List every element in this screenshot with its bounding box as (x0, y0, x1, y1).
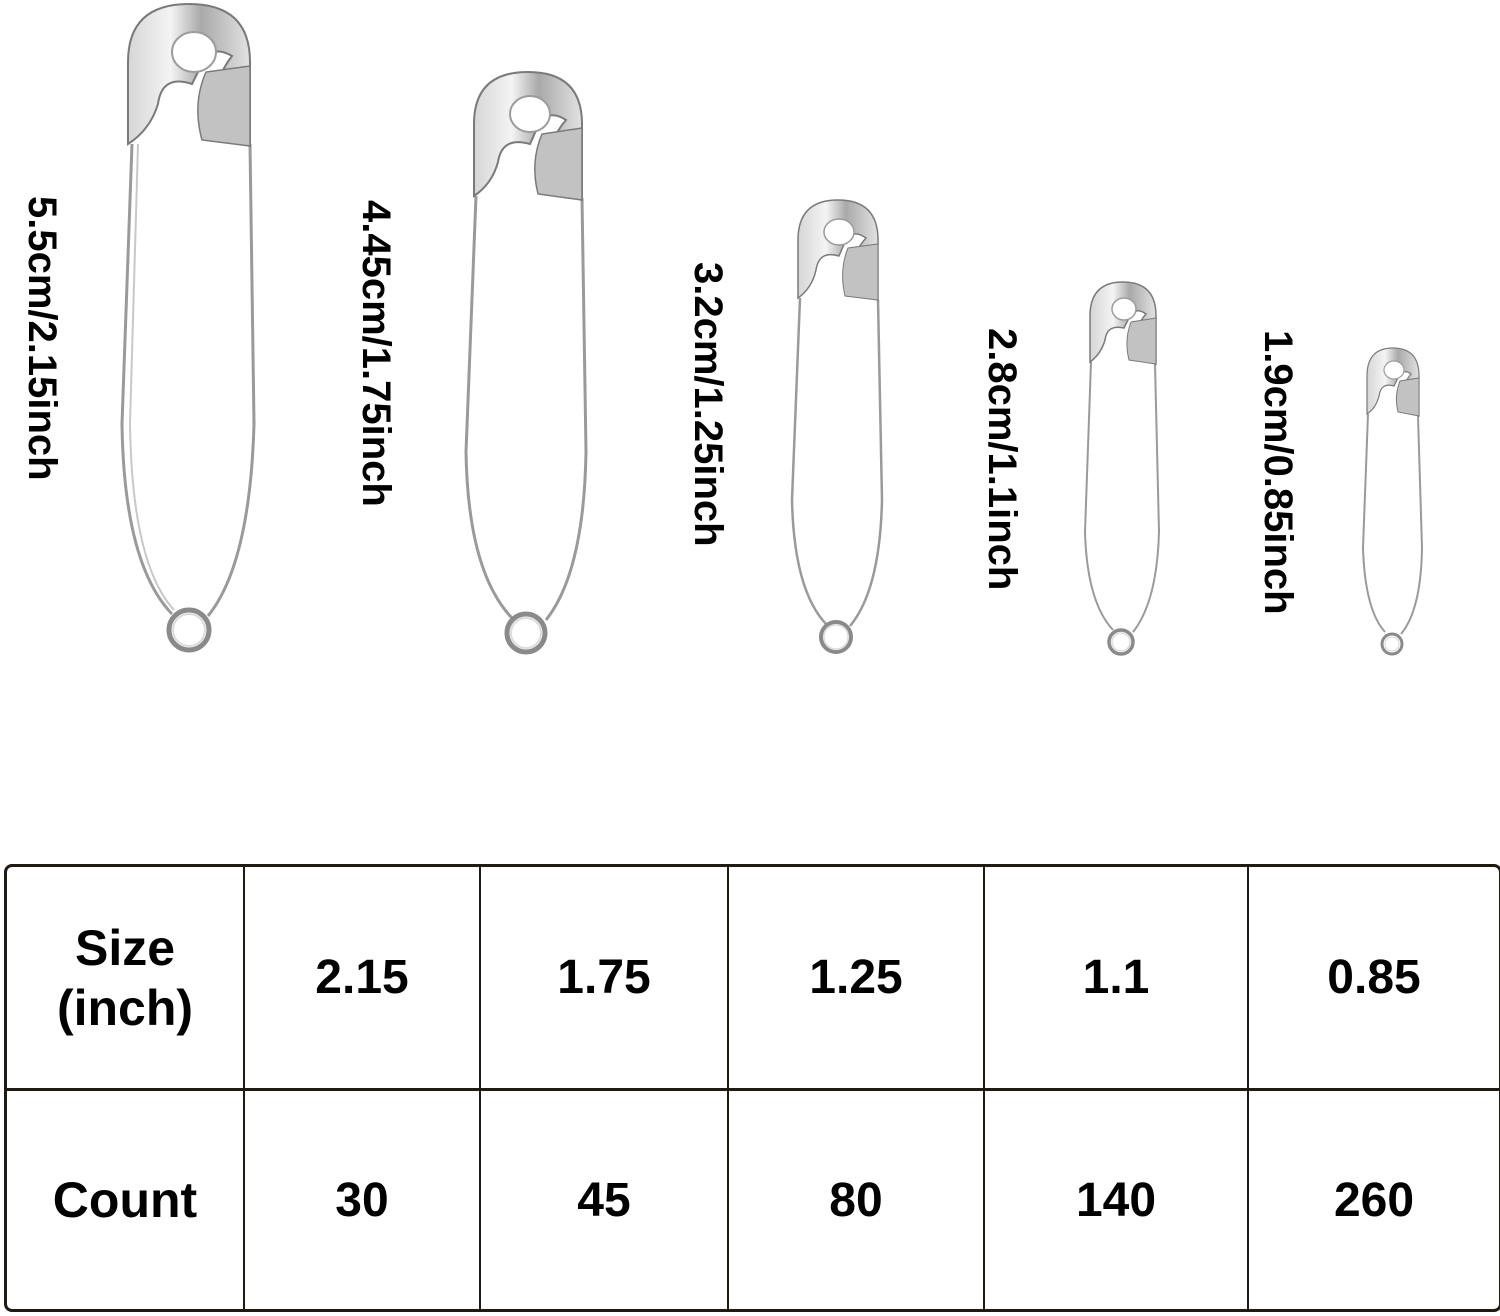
count-cell: 45 (481, 1091, 729, 1309)
table-row-size: Size (inch) 2.15 1.75 1.25 1.1 0.85 (7, 867, 1499, 1091)
safety-pin-icon-5 (1361, 347, 1424, 656)
size-header-line1: Size (74, 919, 176, 976)
count-cell: 260 (1333, 1173, 1415, 1227)
size-cell: 2.15 (245, 867, 481, 1091)
count-cell: 80 (729, 1091, 985, 1309)
row-header-count: Count (7, 1091, 245, 1309)
size-cell: 0.85 (1249, 867, 1499, 1091)
size-count-table: Size (inch) 2.15 1.75 1.25 1.1 0.85 Coun… (4, 864, 1500, 1312)
size-cell: 1.25 (729, 867, 985, 1091)
pin-size-label-3: 3.2cm/1.25inch (686, 262, 730, 547)
count-cell: 140 (985, 1091, 1249, 1309)
pin-size-label-1: 5.5cm/2.15inch (20, 196, 64, 481)
pin-size-label-2: 4.45cm/1.75inch (354, 200, 398, 507)
safety-pin-icon-1 (120, 2, 256, 653)
pin-size-label-5: 1.9cm/0.85inch (1256, 330, 1300, 615)
safety-pin-icon-4 (1083, 281, 1161, 656)
safety-pin-icon-3 (790, 199, 884, 654)
pin-size-label-4: 2.8cm/1.1inch (980, 328, 1024, 591)
size-header-line2: (inch) (56, 979, 194, 1036)
table-row-count: Count 30 45 80 140 260 (7, 1091, 1499, 1309)
count-cell: 30 (245, 1091, 481, 1309)
row-header-size: Size (inch) (7, 867, 245, 1091)
safety-pin-size-illustration: 5.5cm/2.15inch 4.45cm/1.75inch 3.2cm/1.2… (20, 2, 1424, 656)
size-cell: 1.1 (985, 867, 1249, 1091)
safety-pin-icon-2 (464, 70, 588, 655)
size-cell: 1.75 (481, 867, 729, 1091)
